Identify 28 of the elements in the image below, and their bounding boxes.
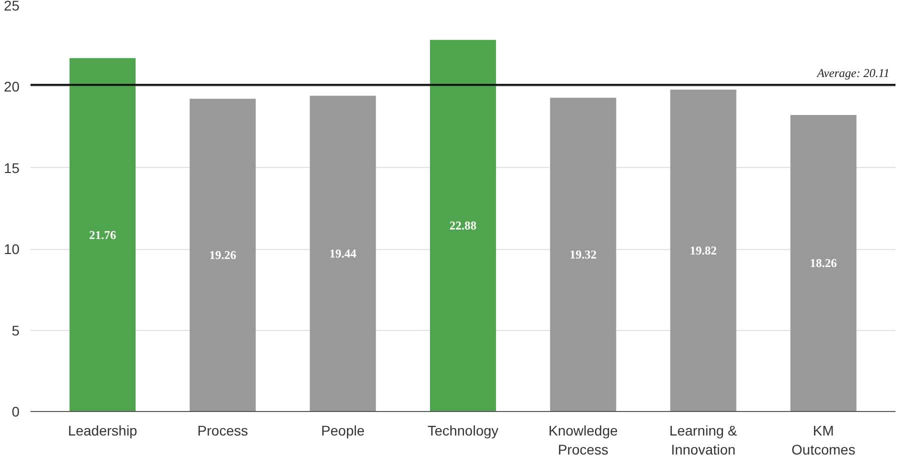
bar <box>550 98 616 412</box>
bar <box>430 40 496 412</box>
bar <box>670 90 736 412</box>
data-label: 19.82 <box>690 244 717 258</box>
x-tick-label: Learning & Innovation <box>669 422 738 458</box>
x-tick-label: KM Outcomes <box>792 422 856 458</box>
data-label: 22.88 <box>450 218 476 233</box>
bar <box>70 58 136 412</box>
data-label: 19.44 <box>329 246 356 261</box>
y-tick-label: 10 <box>4 241 20 258</box>
bar <box>790 114 856 412</box>
data-label: 21.76 <box>89 228 116 242</box>
data-label: 19.32 <box>570 248 597 262</box>
x-tick-label: Leadership <box>68 422 138 438</box>
data-label: 19.26 <box>209 248 236 262</box>
bar <box>190 98 256 412</box>
ref-line-label: Average: 20.11 <box>816 66 890 80</box>
y-tick-label: 20 <box>4 78 20 95</box>
data-label: 18.26 <box>810 256 837 270</box>
bar <box>310 96 376 412</box>
y-tick-label: 15 <box>4 160 20 176</box>
y-tick-label: 0 <box>12 404 20 420</box>
x-tick-label: Technology <box>428 422 498 438</box>
x-tick-label: Process <box>197 422 248 438</box>
x-tick-label: Knowledge Process <box>548 422 618 458</box>
x-tick-label: People <box>321 422 365 438</box>
y-tick-label: 25 <box>4 0 20 14</box>
y-tick-label: 5 <box>12 322 20 338</box>
